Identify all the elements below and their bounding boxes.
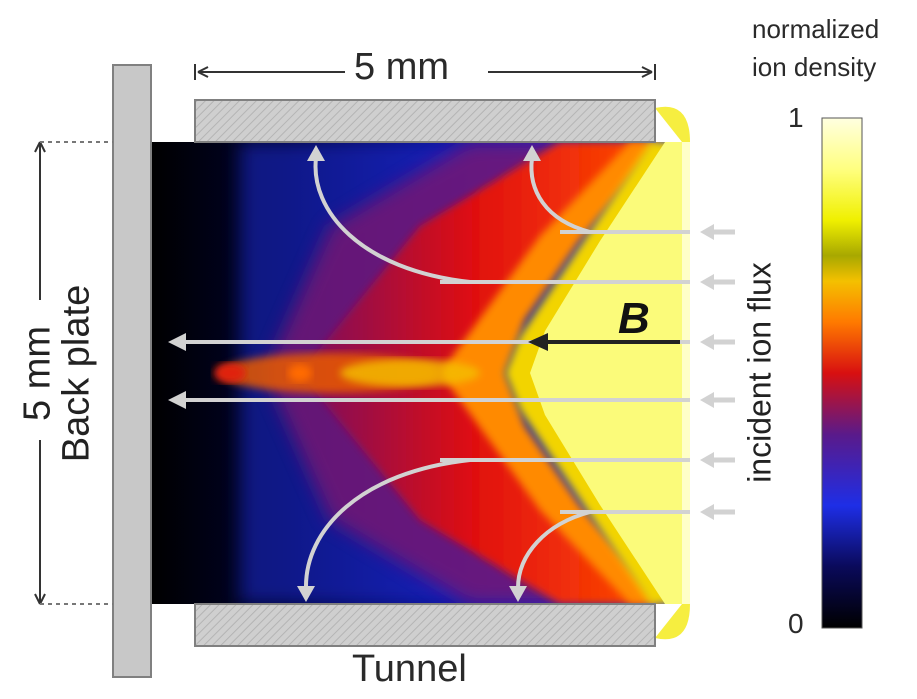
- b-field-label: B: [618, 294, 650, 343]
- ion-trajectories-curved: [303, 157, 591, 589]
- tunnel-label: Tunnel: [352, 648, 467, 690]
- back-plate: [112, 64, 152, 678]
- incident-flux-label: incident ion flux: [741, 262, 778, 483]
- b-field-arrow: [528, 333, 680, 351]
- tunnel-wall-top: [194, 99, 656, 143]
- tunnel-wall-bottom: [194, 603, 656, 647]
- top-edge-glow: [655, 106, 690, 142]
- colorbar-gradient: [821, 117, 863, 629]
- bottom-edge-glow: [655, 604, 690, 640]
- ion-density-map: [152, 142, 682, 604]
- incident-flux-arrows: [700, 224, 735, 520]
- height-dimension-line: [34, 141, 113, 605]
- height-dimension-label: 5 mm: [16, 326, 59, 421]
- width-dimension-label: 5 mm: [354, 46, 449, 88]
- colorbar-title-line1: normalized: [752, 14, 880, 44]
- back-plate-label: Back plate: [55, 284, 98, 463]
- ion-trajectories-straight: [168, 230, 690, 514]
- colorbar-title-line2: ion density: [752, 52, 877, 82]
- colorbar-max-label: 1: [788, 102, 804, 133]
- width-dimension-line: [194, 64, 656, 80]
- curved-arrow-heads: [297, 145, 541, 602]
- colorbar-min-label: 0: [788, 608, 804, 639]
- incident-region: [682, 142, 690, 604]
